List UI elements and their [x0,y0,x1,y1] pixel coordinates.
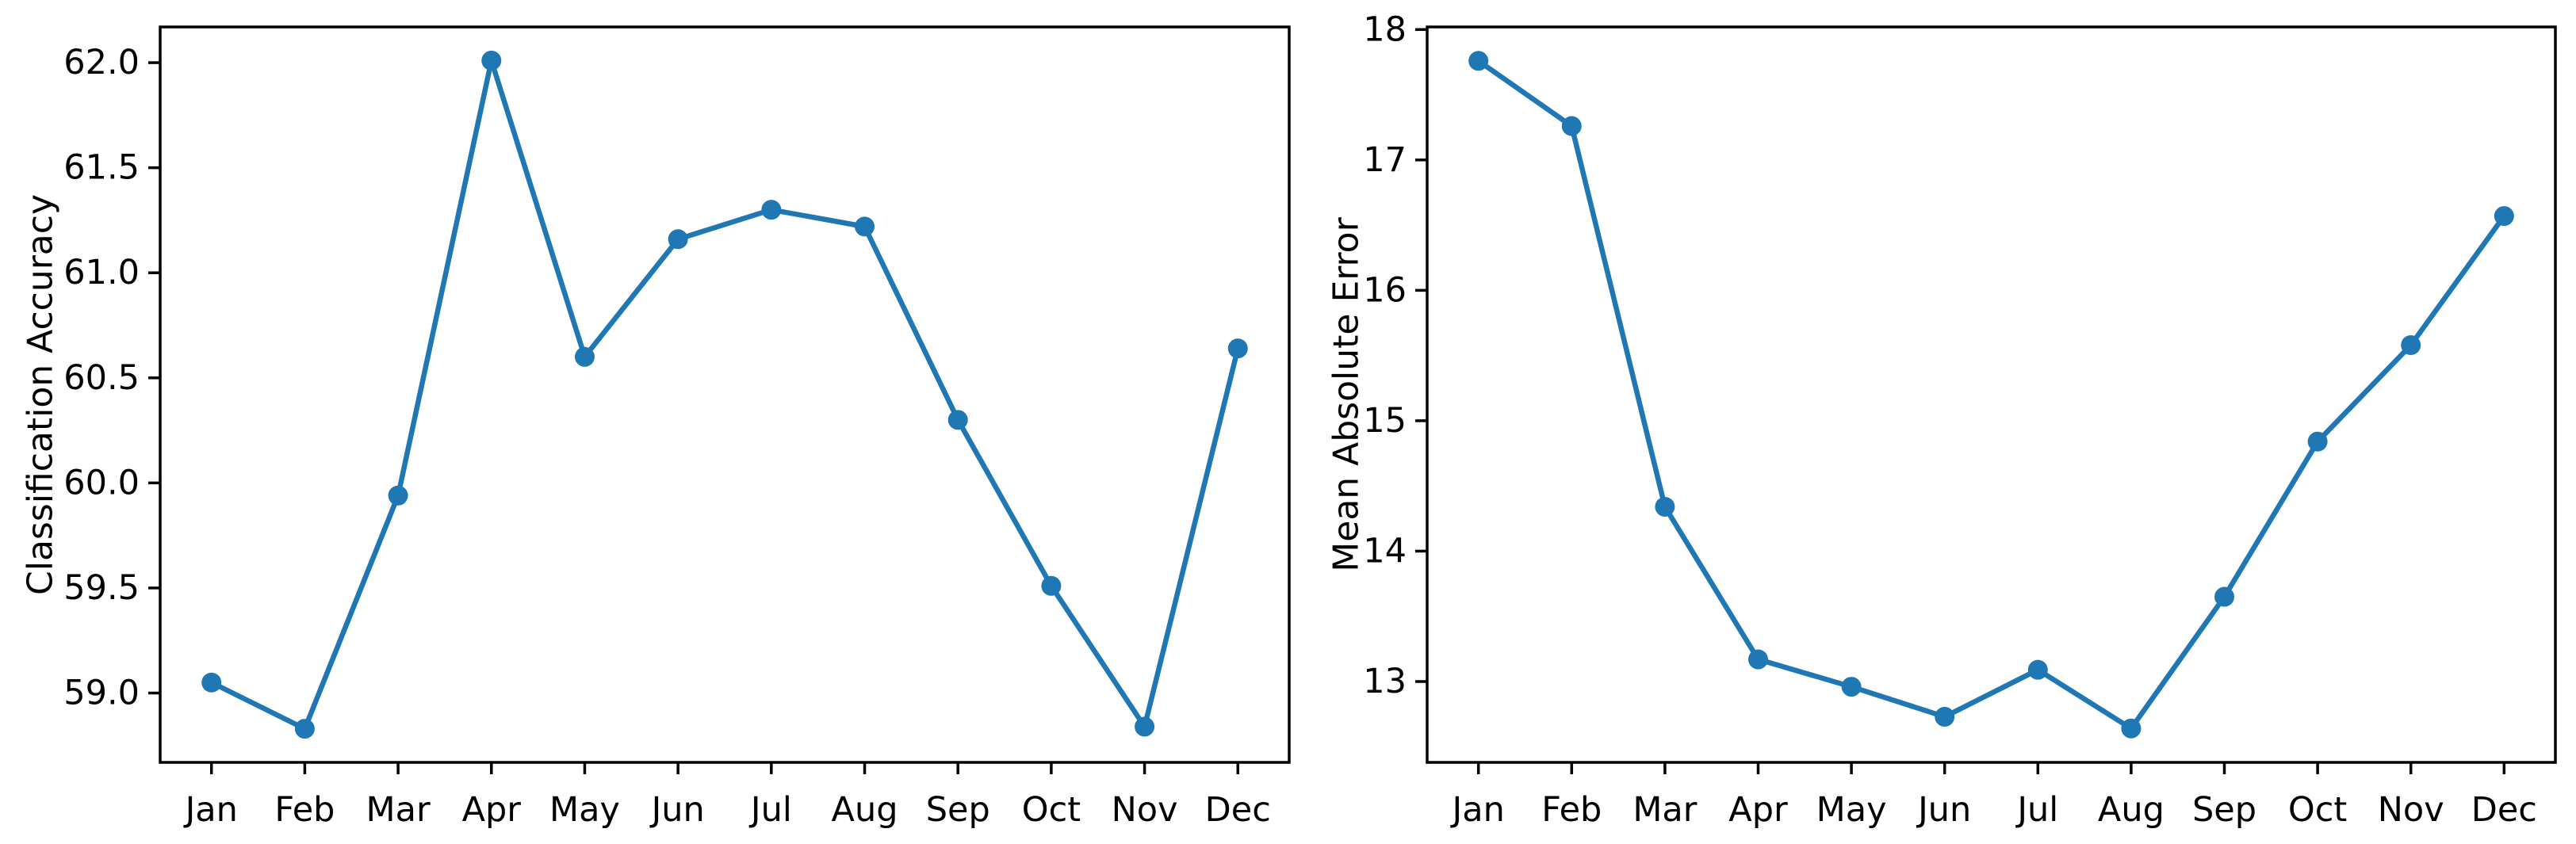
x-tick-label: Jun [649,790,705,830]
data-point [2214,586,2235,607]
data-point [668,229,688,250]
x-tick-label: Jan [183,790,238,830]
data-point [1135,716,1155,737]
data-point [2401,334,2421,355]
y-tick-label: 18 [1363,10,1407,49]
x-tick-label: Aug [832,790,898,830]
x-tick-label: Nov [2378,790,2444,830]
subplot-mean-absolute-error: 13 14 15 16 17 18 Jan Feb Mar Apr May Jun Jul Aug Sep O… [1363,10,2557,830]
x-tick-label: Feb [1541,790,1602,830]
x-tick-label: Jan [1450,790,1505,830]
x-tick-label: Nov [1112,790,1178,830]
subplot-classification-accuracy: 59.0 59.5 60.0 60.5 61.0 61.5 62.0 Jan Feb Mar Apr… [63,25,1291,830]
x-tick-label: Sep [2192,790,2256,830]
x-tick-label: May [549,790,620,830]
x-tick-label: Apr [1728,790,1788,830]
plot-border [1426,25,2557,764]
x-tick-label: Feb [274,790,335,830]
y-tick-label: 62.0 [63,43,140,82]
data-point [574,346,595,367]
data-point [855,216,875,237]
x-tick-label: Oct [1022,790,1081,830]
data-point [1935,706,1955,727]
data-point [1468,51,1489,71]
y-tick-label: 15 [1363,401,1407,441]
y-axis-label-accuracy: Classification Accuracy [21,194,61,595]
x-tick-label: Dec [1205,790,1271,830]
x-tick-label: Mar [1632,790,1697,830]
x-tick-label: May [1816,790,1887,830]
data-point [947,410,968,430]
y-tick-label: 16 [1363,270,1407,310]
data-point [201,672,222,693]
x-tick-label: Mar [366,790,431,830]
y-tick-label: 13 [1363,662,1407,701]
x-tick-label: Oct [2288,790,2347,830]
data-point [2307,431,2328,452]
y-tick-label: 17 [1363,140,1407,180]
x-tick-label: Jul [2015,790,2058,830]
x-tick-label: Jun [1916,790,1971,830]
plot-border [159,25,1291,764]
data-point [1841,677,1862,697]
data-point [388,485,408,506]
x-tick-label: Jul [748,790,792,830]
x-tick-label: Dec [2471,790,2537,830]
y-tick-label: 60.5 [63,358,140,398]
data-point [2494,206,2514,227]
data-point [2027,659,2048,680]
data-point [761,200,782,220]
data-point [1747,649,1768,670]
y-tick-label: 60.0 [63,463,140,502]
x-tick-label: Apr [462,790,522,830]
data-point [481,50,502,71]
y-tick-label: 59.5 [63,568,140,608]
data-point [2121,718,2142,739]
data-point [1227,338,1248,359]
data-point [1041,575,1062,596]
data-line [1476,58,2507,731]
data-point [294,719,315,739]
data-line [209,58,1241,731]
y-tick-label: 61.5 [63,148,140,188]
y-tick-label: 59.0 [63,674,140,713]
data-point [1561,116,1582,136]
x-tick-label: Sep [926,790,990,830]
y-axis-label-mae: Mean Absolute Error [1326,216,1367,571]
data-point [1655,497,1675,517]
y-tick-label: 14 [1363,531,1407,571]
y-tick-label: 61.0 [63,253,140,292]
x-tick-label: Aug [2098,790,2165,830]
